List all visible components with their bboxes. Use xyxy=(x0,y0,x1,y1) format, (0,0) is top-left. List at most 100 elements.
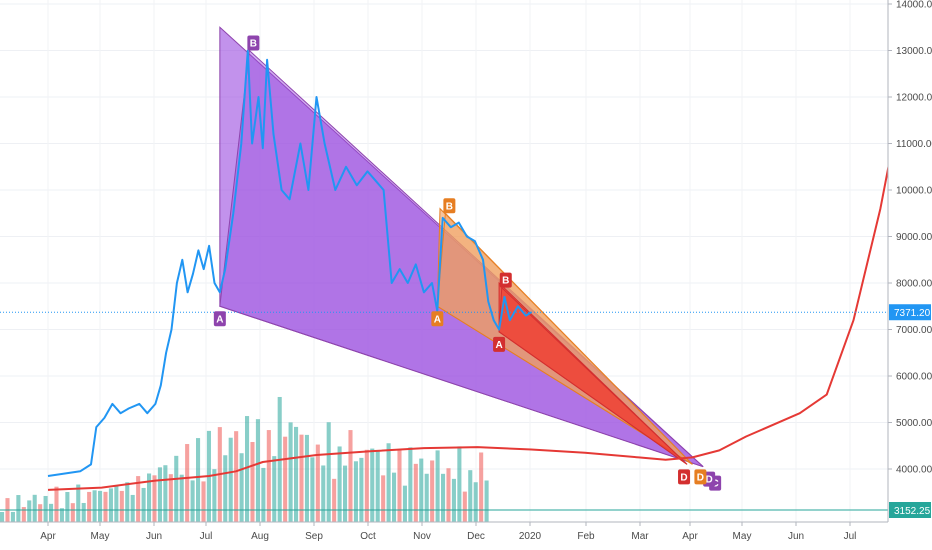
volume-bar xyxy=(364,449,369,522)
y-tick-label: 8000.00 xyxy=(896,279,932,290)
pattern-red-inner xyxy=(498,286,688,465)
y-tick-label: 7000.00 xyxy=(896,325,932,336)
pattern-orange-label-d-box xyxy=(694,469,707,485)
volume-bar xyxy=(315,444,320,522)
volume-bar xyxy=(98,490,103,522)
pattern-red-label-b: B xyxy=(502,276,509,287)
volume-bar xyxy=(392,472,397,522)
volume-bar xyxy=(16,495,21,522)
x-tick-label: May xyxy=(91,531,110,542)
volume-bar xyxy=(157,467,162,522)
volume-bar xyxy=(49,503,54,522)
volume-bar xyxy=(141,487,146,522)
volume-bar xyxy=(212,469,217,522)
volume-bar xyxy=(343,465,348,522)
volume-bars xyxy=(0,396,489,522)
volume-bar xyxy=(294,426,299,522)
volume-bar xyxy=(190,480,195,522)
pattern-red-label-d: D xyxy=(680,472,687,483)
volume-bar xyxy=(32,494,37,522)
volume-bar xyxy=(424,473,429,522)
volume-bar xyxy=(408,447,413,522)
volume-bar xyxy=(337,446,342,522)
pattern-labels: BACDBADBAD xyxy=(213,35,722,491)
volume-bar xyxy=(468,470,473,522)
volume-bar xyxy=(76,484,81,522)
volume-bar xyxy=(0,512,5,522)
volume-bar xyxy=(130,494,135,522)
x-tick-label: Jun xyxy=(788,531,804,542)
lower-marker-label: 3152.25 xyxy=(894,506,931,517)
x-tick-label: 2020 xyxy=(519,531,542,542)
harmonic-patterns xyxy=(219,26,704,468)
volume-bar xyxy=(10,511,15,522)
y-tick-label: 14000.00 xyxy=(896,0,932,11)
volume-bar xyxy=(103,491,108,522)
volume-bar xyxy=(353,461,358,522)
x-tick-label: Oct xyxy=(360,531,376,542)
y-tick-label: 4000.00 xyxy=(896,465,932,476)
volume-bar xyxy=(179,474,184,522)
volume-bar xyxy=(228,437,233,522)
price-lines xyxy=(0,49,909,511)
volume-bar xyxy=(326,422,331,522)
volume-bar xyxy=(87,491,92,522)
volume-bar xyxy=(430,460,435,522)
volume-bar xyxy=(310,457,315,522)
volume-bar xyxy=(266,430,271,522)
volume-bar xyxy=(435,450,440,522)
volume-bar xyxy=(38,504,43,522)
volume-bar xyxy=(119,490,124,522)
volume-bar xyxy=(59,508,64,522)
volume-bar xyxy=(299,434,304,522)
volume-bar xyxy=(375,450,380,522)
pattern-purple-label-b-box xyxy=(247,35,260,51)
volume-bar xyxy=(359,457,364,522)
pattern-red-label-b-box xyxy=(499,272,512,288)
volume-bar xyxy=(386,443,391,522)
volume-bar xyxy=(304,434,309,522)
volume-bar xyxy=(250,442,255,522)
volume-bar xyxy=(81,502,86,522)
volume-bar xyxy=(136,476,141,522)
volume-bar xyxy=(261,467,266,522)
volume-bar xyxy=(234,431,239,522)
x-tick-label: Aug xyxy=(251,531,269,542)
y-tick-label: 13000.00 xyxy=(896,46,932,57)
volume-bar xyxy=(348,430,353,522)
y-tick-label: 11000.00 xyxy=(896,139,932,150)
volume-bar xyxy=(457,446,462,522)
y-tick-label: 6000.00 xyxy=(896,372,932,383)
volume-bar xyxy=(21,507,26,522)
volume-bar xyxy=(114,485,119,522)
volume-bar xyxy=(54,486,59,522)
volume-bar xyxy=(446,468,451,522)
pattern-purple-label-a: A xyxy=(216,314,223,325)
volume-bar xyxy=(201,481,206,522)
volume-bar xyxy=(43,495,48,522)
volume-bar xyxy=(27,500,32,522)
y-tick-label: 10000.00 xyxy=(896,186,932,197)
pattern-orange-label-d: D xyxy=(697,472,704,483)
x-tick-label: Mar xyxy=(631,531,649,542)
projection-line xyxy=(47,68,909,491)
current-price-label: 7371.20 xyxy=(894,308,931,319)
volume-bar xyxy=(272,456,277,522)
x-tick-label: Jul xyxy=(200,531,213,542)
volume-bar xyxy=(332,478,337,522)
x-tick-label: Dec xyxy=(467,531,485,542)
pattern-orange-label-b-box xyxy=(443,198,456,214)
pattern-purple-label-a-box xyxy=(213,311,226,327)
volume-bar xyxy=(223,455,228,522)
volume-bar xyxy=(65,492,70,522)
price-line xyxy=(47,49,532,477)
volume-bar xyxy=(370,448,375,522)
x-tick-label: Feb xyxy=(577,531,595,542)
volume-bar xyxy=(255,419,260,522)
x-tick-label: Nov xyxy=(413,531,431,542)
volume-bar xyxy=(462,491,467,522)
volume-bar xyxy=(479,452,484,522)
y-axis-bg xyxy=(888,0,932,550)
volume-bar xyxy=(239,453,244,522)
